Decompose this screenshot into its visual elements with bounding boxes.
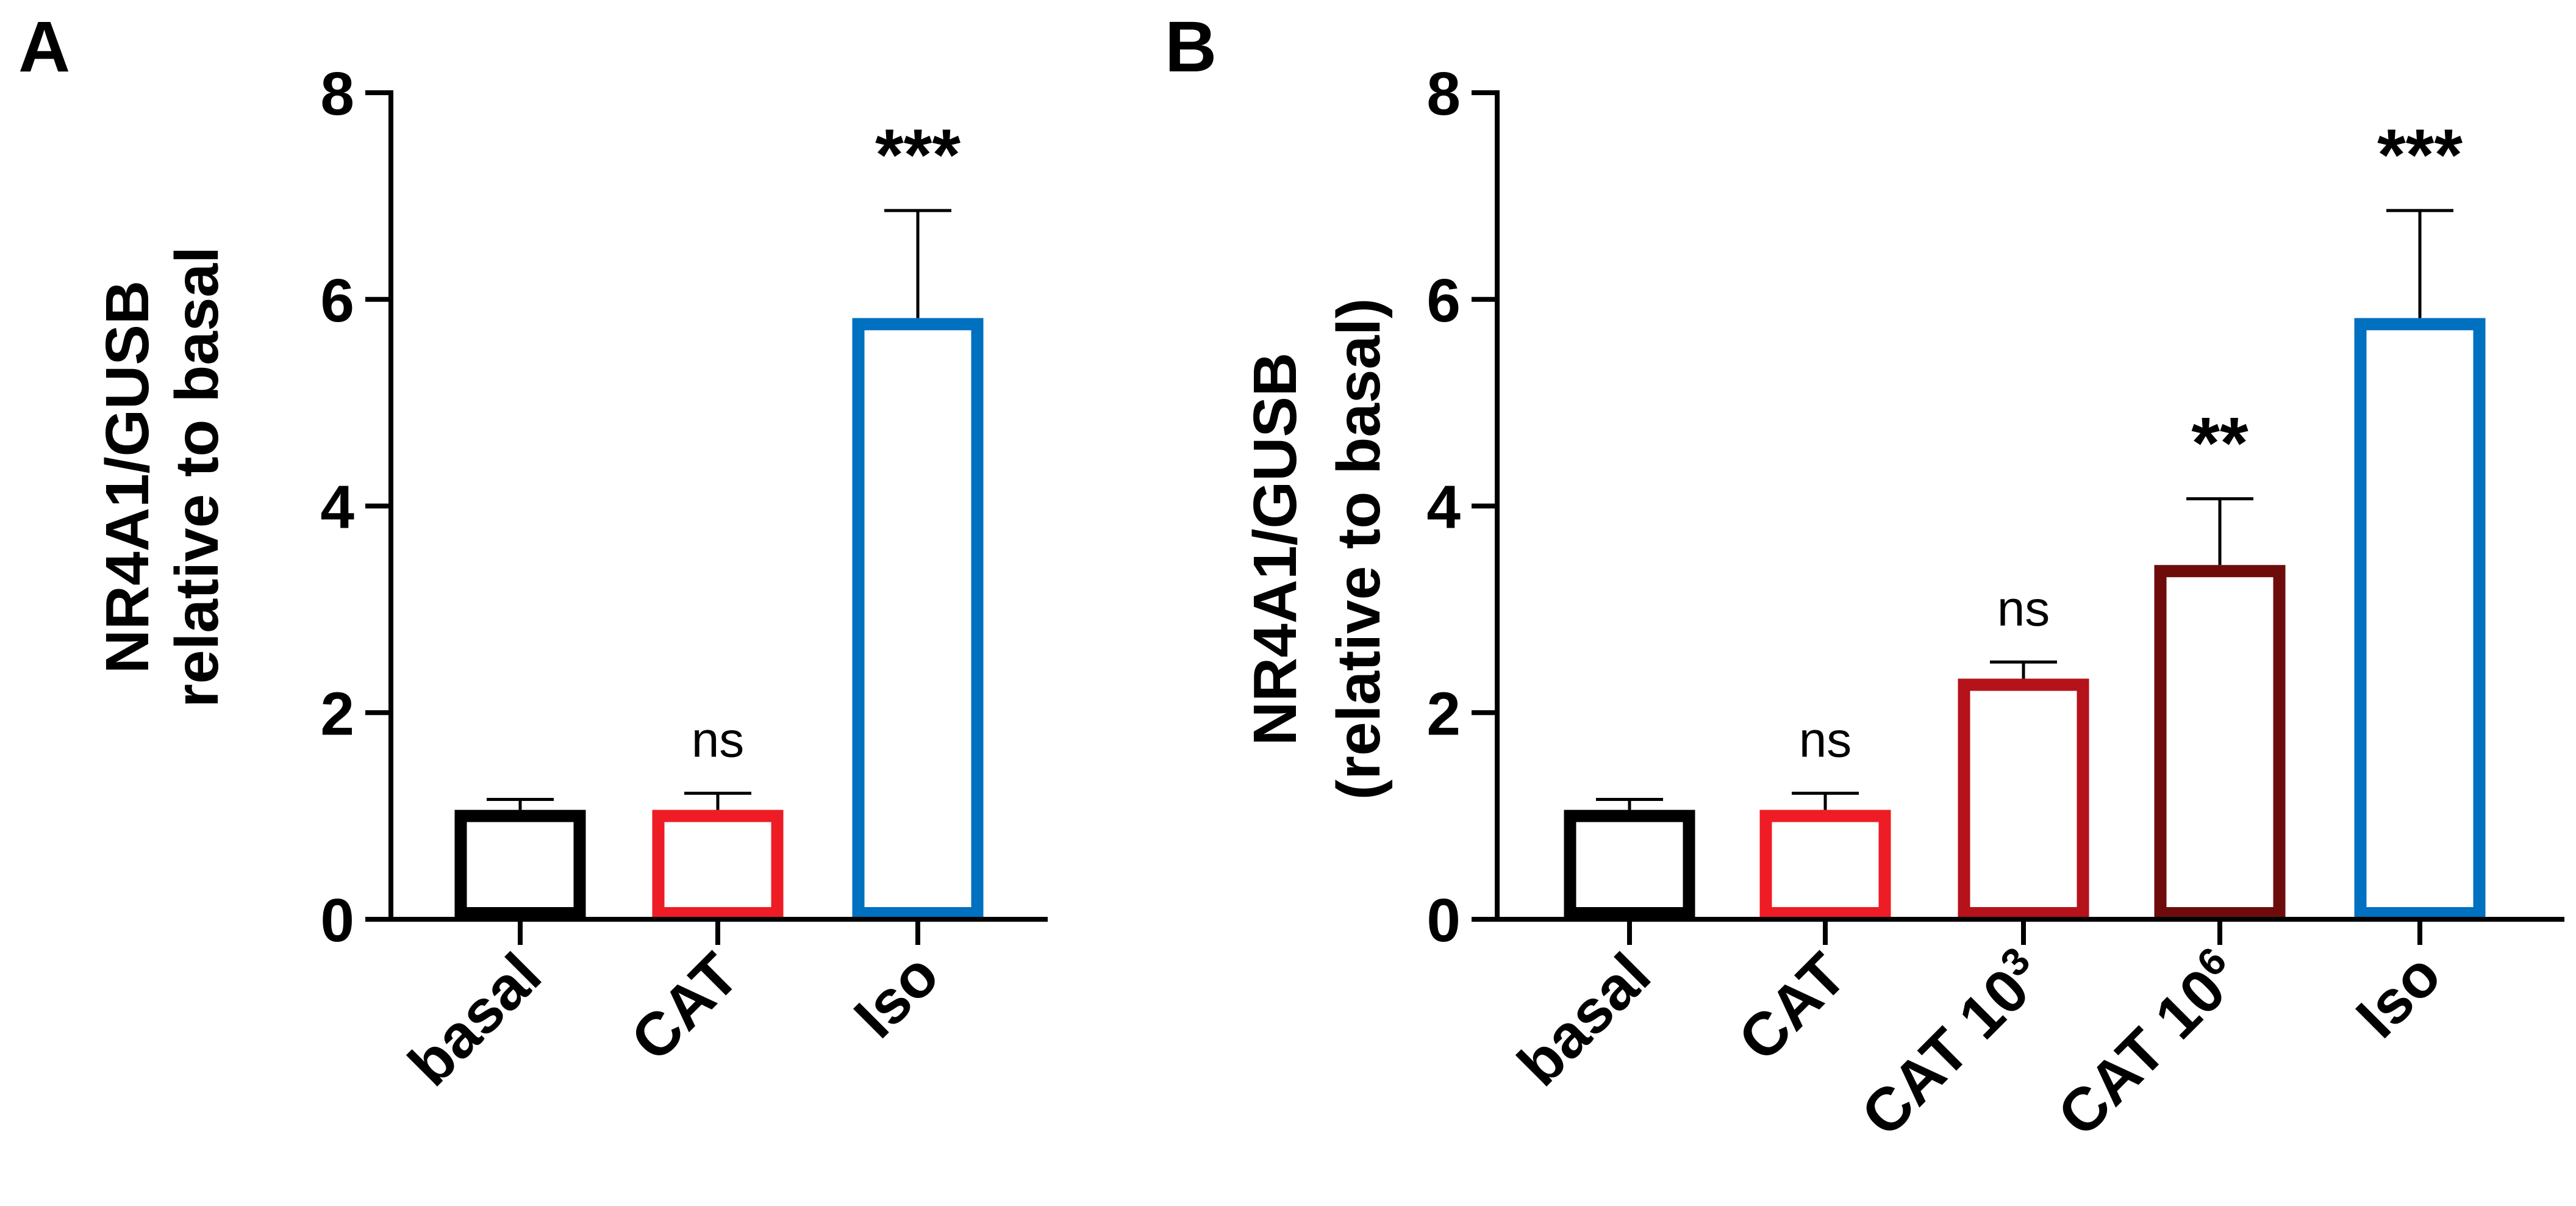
y-tick-label: 2 [1426, 680, 1461, 748]
y-tick-label: 8 [320, 60, 354, 128]
significance-label: *** [2377, 114, 2463, 196]
category-label-superscript: 6 [2188, 939, 2234, 985]
category-label-superscript: 3 [1992, 939, 2038, 985]
bar [2154, 565, 2286, 919]
y-axis-label: (relative to basal) [1325, 298, 1393, 800]
panel-a: A NR4A1/GUSB relative to basal basal ns CAT **… [18, 7, 1048, 1099]
category-label: CAT 106 [2043, 939, 2254, 1150]
category-label: CAT 103 [1847, 939, 2058, 1150]
y-axis-label: relative to basal [163, 246, 231, 708]
y-axis-label: NR4A1/GUSB [93, 281, 162, 674]
y-tick-label: 6 [320, 267, 354, 335]
significance-label: ns [1799, 712, 1852, 767]
bar [652, 809, 784, 919]
significance-label: ns [1997, 581, 2050, 636]
significance-label: ns [692, 712, 745, 767]
y-tick-label: 2 [320, 680, 354, 748]
y-tick-label: 0 [320, 886, 354, 955]
category-label: Iso [2343, 940, 2453, 1050]
panel-b: B NR4A1/GUSB (relative to basal) basal ns CAT… [1165, 7, 2564, 1149]
y-tick-label: 8 [1426, 60, 1461, 128]
category-label: CAT [618, 940, 751, 1074]
significance-label: *** [875, 114, 961, 196]
bar [1564, 809, 1695, 919]
category-label: basal [396, 940, 554, 1099]
panel-label: B [1165, 7, 1217, 87]
bar [1958, 678, 2089, 920]
category-label: basal [1505, 940, 1664, 1099]
bar [852, 318, 984, 919]
category-label: CAT [1725, 940, 1859, 1074]
bar [454, 809, 586, 919]
bar [2354, 318, 2486, 919]
y-tick-label: 6 [1426, 267, 1461, 335]
y-tick-label: 4 [320, 473, 354, 542]
panel-label: A [18, 7, 70, 87]
y-axis-label: NR4A1/GUSB [1241, 353, 1309, 746]
y-tick-label: 0 [1426, 886, 1461, 955]
bar [1759, 809, 1891, 919]
y-tick-label: 4 [1426, 473, 1461, 542]
category-label: Iso [841, 940, 951, 1050]
significance-label: ** [2191, 403, 2249, 484]
